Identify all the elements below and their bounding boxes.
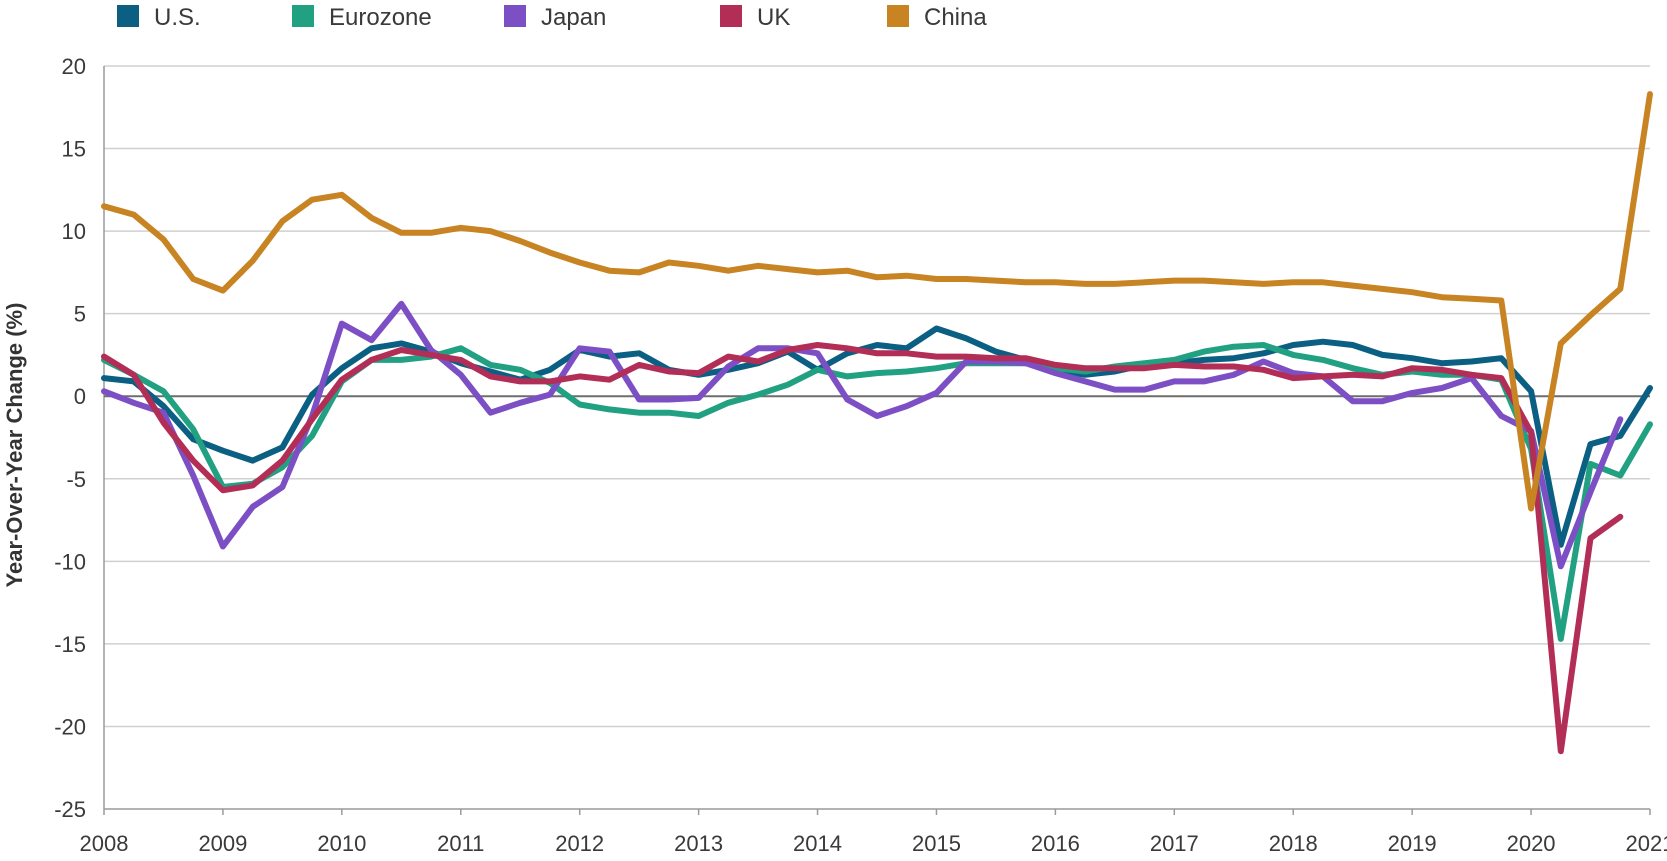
x-tick-label: 2018 xyxy=(1269,831,1318,856)
legend-item: China xyxy=(887,4,987,31)
legend-label: China xyxy=(924,4,987,31)
x-tick-label: 2015 xyxy=(912,831,961,856)
series-line xyxy=(101,325,1653,548)
legend-swatch xyxy=(292,5,314,27)
x-tick-label: 2014 xyxy=(793,831,842,856)
y-tick-label: -10 xyxy=(54,549,86,574)
legend-swatch xyxy=(720,5,742,27)
legend-item: Eurozone xyxy=(292,4,432,31)
x-tick-label: 2009 xyxy=(198,831,247,856)
gridlines xyxy=(104,65,1650,728)
y-tick-label: 10 xyxy=(62,219,86,244)
y-tick-label: 15 xyxy=(62,137,86,162)
y-tick-label: -15 xyxy=(54,632,86,657)
y-tick-label: 20 xyxy=(62,54,86,79)
series-lines xyxy=(101,91,1653,755)
x-tick-label: 2017 xyxy=(1150,831,1199,856)
y-tick-label: 0 xyxy=(74,384,86,409)
y-axis-ticks: 20 15 10 5 0 -5 -10 -15 -20 -25 xyxy=(54,54,86,822)
legend-item: UK xyxy=(720,4,790,31)
legend-item: U.S. xyxy=(117,4,201,31)
legend-swatch xyxy=(504,5,526,27)
series-line xyxy=(101,91,1653,512)
x-tick-label: 2016 xyxy=(1031,831,1080,856)
x-tick-label: 2012 xyxy=(555,831,604,856)
legend-swatch xyxy=(887,5,909,27)
y-tick-label: 5 xyxy=(74,302,86,327)
legend-swatch xyxy=(117,5,139,27)
legend-label: U.S. xyxy=(154,4,201,31)
x-tick-label: 2019 xyxy=(1388,831,1437,856)
series-line xyxy=(101,300,1624,570)
legend-label: Japan xyxy=(541,4,606,31)
x-tick-label: 2011 xyxy=(437,831,484,856)
x-tick-label: 2021 xyxy=(1626,831,1667,856)
legend: U.S. Eurozone Japan UK China xyxy=(117,4,987,31)
legend-label: Eurozone xyxy=(329,4,432,31)
y-tick-label: -20 xyxy=(54,714,86,739)
y-tick-label: -5 xyxy=(66,467,86,492)
series-line xyxy=(101,342,1624,755)
y-tick-label: -25 xyxy=(54,797,86,822)
legend-item: Japan xyxy=(504,4,606,31)
x-tick-label: 2010 xyxy=(317,831,366,856)
legend-label: UK xyxy=(757,4,790,31)
x-axis-ticks: 2008 2009 2010 2011 2012 2013 2014 2015 2016 2017… xyxy=(80,809,1667,856)
x-tick-label: 2020 xyxy=(1507,831,1556,856)
x-tick-label: 2013 xyxy=(674,831,723,856)
y-axis-label: Year-Over-Year Change (%) xyxy=(2,303,27,588)
x-tick-label: 2008 xyxy=(80,831,129,856)
